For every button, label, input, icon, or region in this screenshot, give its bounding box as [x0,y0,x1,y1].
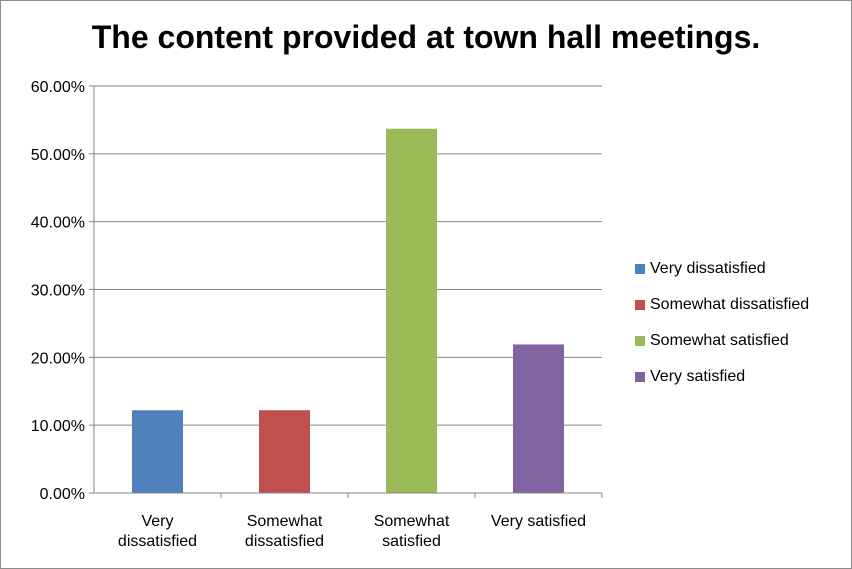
bars [132,128,564,494]
y-tick-label-0: 0.00% [40,486,85,503]
legend-item-somewhat-satisfied: Somewhat satisfied [635,323,809,359]
y-tick-labels: 0.00% 10.00% 20.00% 30.00% 40.00% 50.00% 60.00… [31,79,85,503]
legend-label-very-dissatisfied: Very dissatisfied [650,260,766,277]
x-tick-label-somewhat-dissatisfied: Somewhat dissatisfied [245,513,324,550]
legend-item-somewhat-dissatisfied: Somewhat dissatisfied [635,287,809,323]
legend-swatch-very-dissatisfied [635,264,645,274]
x-tick-labels: Very dissatisfied Somewhat dissatisfied Some… [118,513,586,550]
y-tick-label-4: 40.00% [31,215,85,232]
y-tick-label-6: 60.00% [31,79,85,96]
y-tick-label-3: 30.00% [31,283,85,300]
legend: Very dissatisfied Somewhat dissatisfied … [635,251,809,395]
chart-title: The content provided at town hall meetin… [91,19,761,55]
legend-item-very-dissatisfied: Very dissatisfied [635,251,809,287]
legend-label-very-satisfied: Very satisfied [650,368,746,385]
legend-label-somewhat-dissatisfied: Somewhat dissatisfied [650,296,810,313]
bar-very-satisfied [513,344,564,493]
legend-swatch-somewhat-dissatisfied [635,300,645,310]
axes [93,86,603,498]
y-tick-label-2: 20.00% [31,350,85,367]
bar-very-dissatisfied [132,410,183,493]
bar-somewhat-dissatisfied [259,410,310,493]
legend-swatch-somewhat-satisfied [635,336,645,346]
y-tick-label-5: 50.00% [31,147,85,164]
legend-label-somewhat-satisfied: Somewhat satisfied [650,332,789,349]
y-tick-label-1: 10.00% [31,418,85,435]
x-tick-label-somewhat-satisfied: Somewhat satisfied [374,513,450,550]
legend-item-very-satisfied: Very satisfied [635,359,809,395]
legend-swatch-very-satisfied [635,372,645,382]
x-tick-label-very-satisfied: Very satisfied [491,513,586,530]
x-tick-label-very-dissatisfied: Very dissatisfied [118,513,197,550]
bar-somewhat-satisfied [386,128,437,494]
